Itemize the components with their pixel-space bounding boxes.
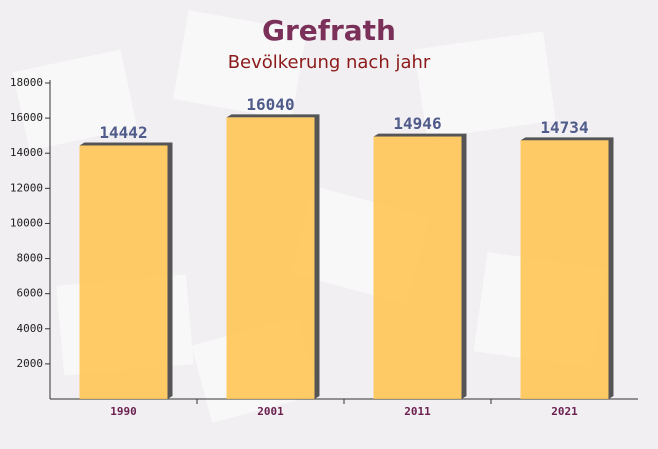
value-label: 14946 — [393, 114, 441, 133]
chart-subtitle: Bevölkerung nach jahr — [228, 52, 431, 73]
y-tick-label: 14000 — [10, 146, 43, 159]
bar — [520, 140, 609, 400]
y-tick-label: 16000 — [10, 111, 43, 124]
value-label: 14442 — [99, 123, 147, 142]
x-tick-label: 2001 — [257, 405, 284, 418]
chart-title: Grefrath — [262, 14, 396, 47]
value-label: 16040 — [246, 95, 294, 114]
y-tick-label: 10000 — [10, 216, 43, 229]
y-tick-label: 4000 — [17, 322, 44, 335]
x-tick-label: 1990 — [110, 405, 137, 418]
y-tick-label: 8000 — [17, 252, 44, 265]
x-tick-label: 2021 — [551, 405, 578, 418]
bar — [79, 145, 168, 399]
x-tick-label: 2011 — [404, 405, 431, 418]
y-tick-label: 6000 — [17, 287, 44, 300]
bar — [373, 136, 462, 399]
y-tick-label: 2000 — [17, 357, 44, 370]
bar — [226, 117, 315, 400]
y-tick-label: 18000 — [10, 76, 43, 89]
value-label: 14734 — [540, 118, 588, 137]
y-tick-label: 12000 — [10, 181, 43, 194]
